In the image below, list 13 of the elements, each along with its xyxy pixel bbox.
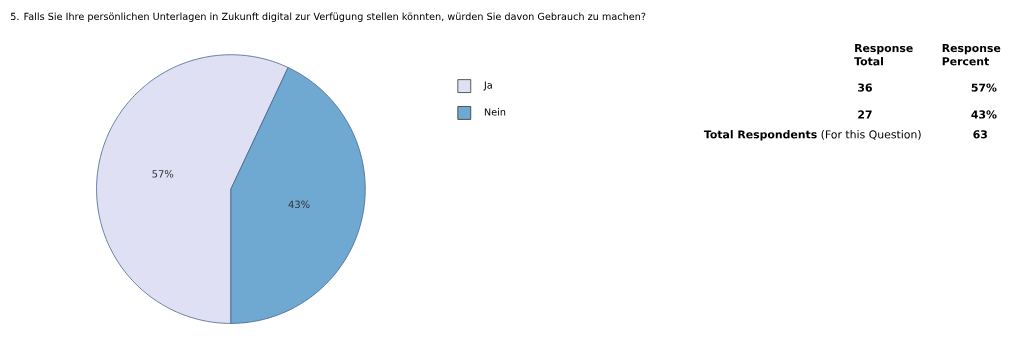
legend-label: Nein <box>484 107 506 116</box>
data-label: 43% <box>288 200 310 208</box>
text: Response Total <box>854 43 913 66</box>
text: 43% <box>971 110 997 119</box>
text: 57% <box>971 83 997 92</box>
data-label: 57% <box>152 169 174 178</box>
legend-label: Ja <box>483 81 492 91</box>
text: 36 <box>858 83 872 92</box>
text: Response Percent <box>942 43 1001 66</box>
text: Total Respondents (For this Question) <box>703 129 921 141</box>
text: 63 <box>973 130 987 139</box>
chart-title: 5. Falls Sie Ihre persönlichen Unterlagen in Zukunft digital zur Verfügung stellen könnten, würden Sie davon Gebrauch zu machen? <box>10 12 646 22</box>
text: 27 <box>858 110 872 119</box>
